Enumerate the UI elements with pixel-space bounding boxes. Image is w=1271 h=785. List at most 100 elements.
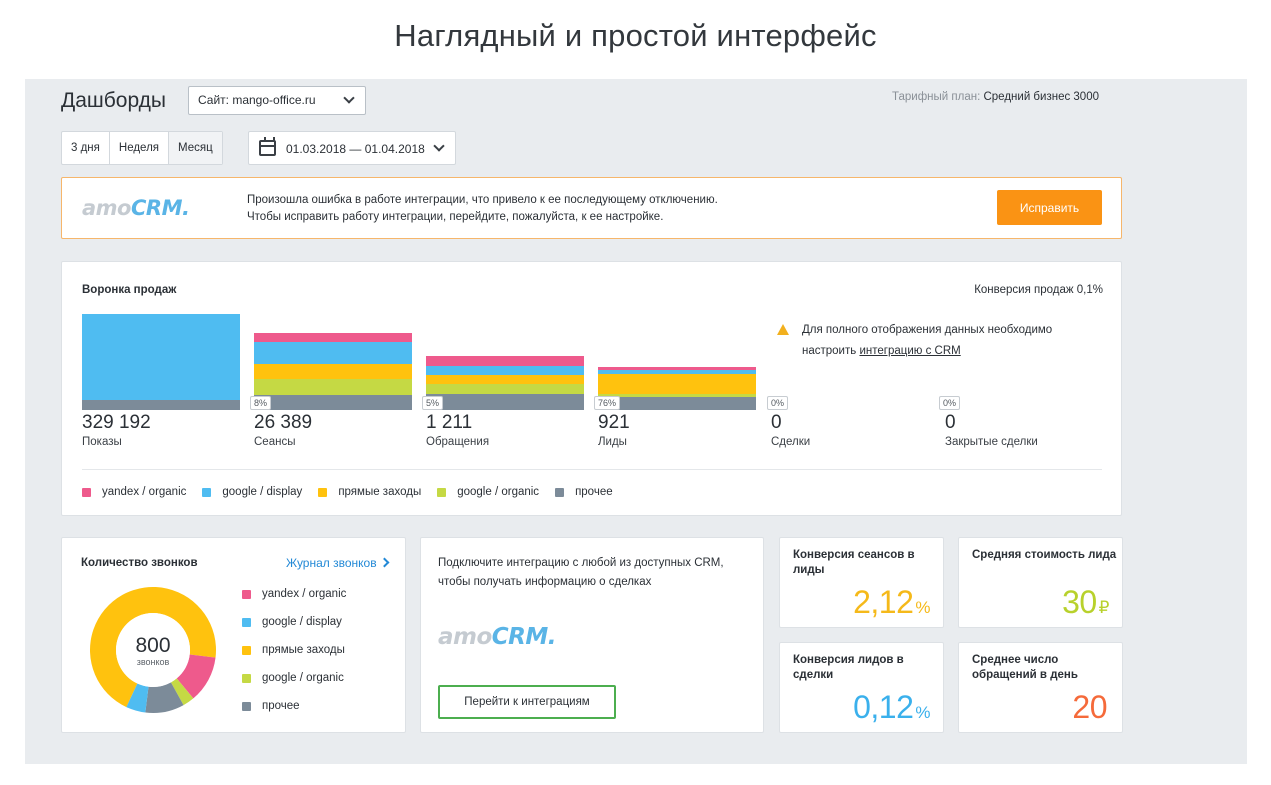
funnel-bar: [82, 314, 240, 410]
funnel-bar-segment: [254, 333, 412, 343]
kpi-value: 30 ₽: [1062, 584, 1109, 620]
site-select[interactable]: Сайт: mango-office.ru: [188, 86, 366, 115]
legend-item: yandex / organic: [82, 486, 186, 498]
calls-total: 800: [135, 634, 171, 657]
legend-item: прочее: [555, 486, 613, 498]
period-week[interactable]: Неделя: [110, 132, 170, 164]
period-3-days[interactable]: 3 дня: [62, 132, 110, 164]
stage-requests: 1 211 Обращения: [426, 412, 489, 448]
funnel-title: Воронка продаж: [82, 284, 177, 296]
funnel-bar-segment: [426, 356, 584, 366]
chevron-down-icon: [343, 92, 355, 104]
kpi-value: 2,12%: [853, 584, 930, 620]
kpi-lead-conversion: Конверсия лидов в сделки 0,12%: [779, 642, 944, 733]
donut-hole: [116, 613, 190, 687]
stage-label: Закрытые сделки: [945, 436, 1038, 448]
kpi-title: Среднее число обращений в день: [972, 654, 1078, 681]
stage-impressions: 329 192 Показы: [82, 412, 151, 448]
legend-swatch: [242, 645, 251, 655]
crm-integration-link[interactable]: интеграцию с CRM: [859, 345, 961, 357]
legend-swatch: [437, 487, 447, 497]
calls-legend: yandex / organic google / display прямые…: [242, 586, 346, 726]
period-switch: 3 дня Неделя Месяц: [61, 131, 223, 165]
stage-value: 0: [945, 412, 956, 433]
amocrm-logo: amoCRM.: [438, 624, 557, 650]
funnel-bar-segment: [254, 363, 412, 380]
legend-swatch: [242, 701, 251, 711]
stage-label: Обращения: [426, 436, 490, 448]
calls-card: Количество звонков Журнал звонков 800 зв…: [61, 537, 406, 733]
legend-item: прочее: [242, 698, 346, 714]
divider: [82, 469, 1102, 470]
crm-connect-text: Подключите интеграцию с любой из доступн…: [438, 557, 724, 588]
period-month[interactable]: Месяц: [169, 132, 222, 164]
calls-title: Количество звонков: [81, 557, 198, 569]
funnel-bar-segment: [426, 374, 584, 385]
chevron-down-icon: [433, 140, 445, 152]
stage-deals: 0 Сделки: [771, 412, 810, 448]
kpi-title: Средняя стоимость лида: [972, 549, 1117, 561]
stage-label: Лиды: [598, 436, 627, 448]
stage-label: Показы: [82, 436, 122, 448]
legend-item: google / organic: [242, 670, 346, 686]
funnel-bar-segment: [598, 393, 756, 397]
donut-slice: [90, 587, 216, 708]
kpi-value: 20: [1072, 689, 1107, 725]
stage-badge: 5%: [422, 396, 444, 410]
kpi-title: Конверсия лидов в сделки: [793, 654, 904, 681]
date-range-picker[interactable]: 01.03.2018 — 01.04.2018: [248, 131, 456, 165]
tariff-plan: Тарифный план: Средний бизнес 3000: [892, 91, 1099, 103]
alert-message: Произошла ошибка в работе интеграции, чт…: [247, 192, 718, 226]
legend-item: прямые заходы: [318, 486, 421, 498]
legend-item: google / display: [202, 486, 302, 498]
page-heading: Наглядный и простой интерфейс: [394, 18, 877, 53]
funnel-conversion: Конверсия продаж 0,1%: [974, 284, 1103, 296]
stage-badge: 0%: [939, 396, 961, 410]
funnel-bar-segment: [82, 400, 240, 410]
kpi-title: Конверсия сеансов в лиды: [793, 549, 915, 576]
funnel-bar: [598, 366, 756, 410]
funnel-legend: yandex / organic google / display прямые…: [82, 486, 629, 498]
go-to-integrations-button[interactable]: Перейти к интеграциям: [438, 685, 616, 719]
calls-donut-chart: [90, 587, 216, 713]
crm-connect-card: Подключите интеграцию с любой из доступн…: [420, 537, 764, 733]
legend-swatch: [318, 487, 328, 497]
legend-item: прямые заходы: [242, 642, 346, 658]
stage-badge: 0%: [767, 396, 789, 410]
legend-item: google / organic: [437, 486, 539, 498]
warning-text: Для полного отображения данных необходим…: [802, 320, 1092, 362]
stage-label: Сеансы: [254, 436, 296, 448]
funnel-bar-segment: [82, 314, 240, 401]
warning-line-2: настроить интеграцию с CRM: [802, 345, 961, 357]
warning-icon: [777, 324, 789, 335]
funnel-bar-segment: [254, 379, 412, 395]
stage-badge: 8%: [250, 396, 272, 410]
calls-total-label: звонков: [136, 657, 170, 667]
stage-value: 329 192: [82, 412, 151, 433]
legend-swatch: [555, 487, 565, 497]
fix-button[interactable]: Исправить: [997, 190, 1102, 225]
alert-line-2: Чтобы исправить работу интеграции, перей…: [247, 211, 664, 223]
page-title: Дашборды: [61, 89, 166, 112]
funnel-bar-segment: [426, 393, 584, 410]
funnel-bar-segment: [598, 369, 756, 375]
plan-label: Тарифный план:: [891, 91, 981, 103]
funnel-bar-segment: [254, 394, 412, 410]
kpi-requests-per-day: Среднее число обращений в день 20: [958, 642, 1123, 733]
donut-slice: [145, 682, 184, 713]
donut-center: 800 звонков: [89, 634, 217, 667]
kpi-lead-cost: Средняя стоимость лида 30 ₽: [958, 537, 1123, 628]
calls-log-link[interactable]: Журнал звонков: [286, 556, 390, 570]
legend-item: google / display: [242, 614, 346, 630]
legend-swatch: [82, 487, 91, 497]
stage-closed-deals: 0 Закрытые сделки: [945, 412, 1038, 448]
stage-badge: 76%: [594, 396, 621, 410]
alert-line-1: Произошла ошибка в работе интеграции, чт…: [247, 194, 718, 206]
funnel-bar-segment: [426, 365, 584, 375]
plan-value: Средний бизнес 3000: [983, 91, 1099, 103]
chevron-right-icon: [379, 557, 390, 568]
stage-label: Сделки: [771, 436, 811, 448]
legend-swatch: [242, 673, 251, 683]
funnel-bar: [254, 333, 412, 410]
donut-slice: [170, 678, 194, 706]
